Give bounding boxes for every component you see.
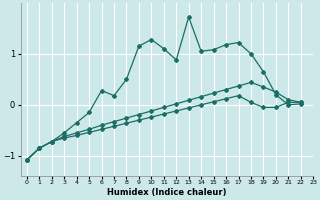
- X-axis label: Humidex (Indice chaleur): Humidex (Indice chaleur): [107, 188, 227, 197]
